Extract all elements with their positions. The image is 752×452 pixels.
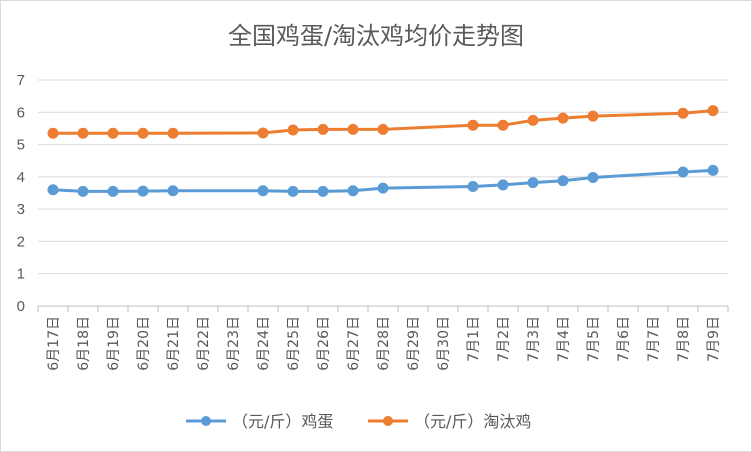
x-tick-label: 6月22日 bbox=[196, 316, 212, 371]
legend-marker bbox=[201, 416, 211, 426]
x-axis: 6月17日 6月18日 6月19日 6月20日 6月21日 6月22日 6月23日 6月24日… bbox=[37, 306, 729, 371]
series-1-point bbox=[527, 177, 539, 189]
series-2-point bbox=[467, 119, 479, 131]
series-2-point bbox=[557, 112, 569, 124]
legend-label: （元/斤）鸡蛋 bbox=[232, 412, 333, 431]
series-1-point bbox=[377, 182, 389, 194]
x-tick-label: 6月18日 bbox=[76, 316, 92, 371]
x-tick-label: 6月25日 bbox=[286, 316, 302, 371]
x-tick-label: 7月3日 bbox=[526, 316, 542, 362]
x-tick-label: 6月24日 bbox=[256, 316, 272, 371]
series-2-point bbox=[677, 107, 689, 119]
gridlines bbox=[38, 79, 728, 307]
x-tick-label: 6月19日 bbox=[106, 316, 122, 371]
y-axis: 0 1 2 3 4 5 6 7 bbox=[17, 72, 25, 315]
series-2-point bbox=[527, 114, 539, 126]
x-tick-label: 6月17日 bbox=[46, 316, 62, 371]
x-tick-label: 6月20日 bbox=[136, 316, 152, 371]
series-2-point bbox=[257, 127, 269, 139]
series-2-point bbox=[317, 123, 329, 135]
series-1-point bbox=[677, 166, 689, 178]
y-tick-label: 0 bbox=[17, 298, 25, 315]
x-tick-label: 7月1日 bbox=[466, 316, 482, 362]
series-1-point bbox=[707, 164, 719, 176]
legend-marker bbox=[383, 416, 393, 426]
series-1-point bbox=[587, 172, 599, 184]
y-tick-label: 5 bbox=[17, 137, 25, 154]
y-tick-label: 3 bbox=[17, 201, 25, 218]
y-tick-label: 7 bbox=[17, 72, 25, 89]
series-2-point bbox=[587, 110, 599, 122]
series-2-point bbox=[47, 127, 59, 139]
x-tick-label: 6月29日 bbox=[406, 316, 422, 371]
y-tick-label: 6 bbox=[17, 104, 25, 121]
x-tick-label: 6月26日 bbox=[316, 316, 332, 371]
x-tick-label: 7月6日 bbox=[616, 316, 632, 362]
series-1-point bbox=[467, 181, 479, 193]
x-tick-label: 6月30日 bbox=[436, 316, 452, 371]
series-1-point bbox=[257, 185, 269, 197]
series-1-point bbox=[347, 185, 359, 197]
series-1-point bbox=[137, 185, 149, 197]
series-2-point bbox=[77, 127, 89, 139]
series-2-point bbox=[377, 123, 389, 135]
series-1-point bbox=[77, 185, 89, 197]
series-1-point bbox=[317, 185, 329, 197]
series-1-point bbox=[47, 184, 59, 196]
series-2-point bbox=[287, 124, 299, 136]
x-tick-label: 7月2日 bbox=[496, 316, 512, 362]
x-tick-label: 7月8日 bbox=[676, 316, 692, 362]
x-tick-label: 7月4日 bbox=[556, 316, 572, 362]
y-tick-label: 1 bbox=[17, 266, 25, 283]
series-2-point bbox=[167, 127, 179, 139]
series-1-point bbox=[167, 185, 179, 197]
series-1-point bbox=[107, 185, 119, 197]
series-2-point bbox=[137, 127, 149, 139]
series-1-point bbox=[287, 185, 299, 197]
x-tick-label: 6月23日 bbox=[226, 316, 242, 371]
series-layer bbox=[47, 105, 719, 197]
x-tick-label: 6月21日 bbox=[166, 316, 182, 371]
x-tick-label: 7月9日 bbox=[706, 316, 722, 362]
chart-title: 全国鸡蛋/淘汰鸡均价走势图 bbox=[228, 22, 524, 50]
x-tick-label: 6月28日 bbox=[376, 316, 392, 371]
series-2-point bbox=[707, 105, 719, 117]
legend-label: （元/斤）淘汰鸡 bbox=[414, 412, 531, 431]
series-2-point bbox=[497, 119, 509, 131]
x-tick-label: 7月5日 bbox=[586, 316, 602, 362]
y-tick-label: 4 bbox=[17, 169, 25, 186]
series-2-point bbox=[347, 123, 359, 135]
y-tick-label: 2 bbox=[17, 233, 25, 250]
x-tick-label: 6月27日 bbox=[346, 316, 362, 371]
series-1-point bbox=[497, 179, 509, 191]
series-1-point bbox=[557, 175, 569, 187]
series-2-point bbox=[107, 127, 119, 139]
legend: （元/斤）鸡蛋 （元/斤）淘汰鸡 bbox=[186, 412, 531, 431]
x-tick-label: 7月7日 bbox=[646, 316, 662, 362]
